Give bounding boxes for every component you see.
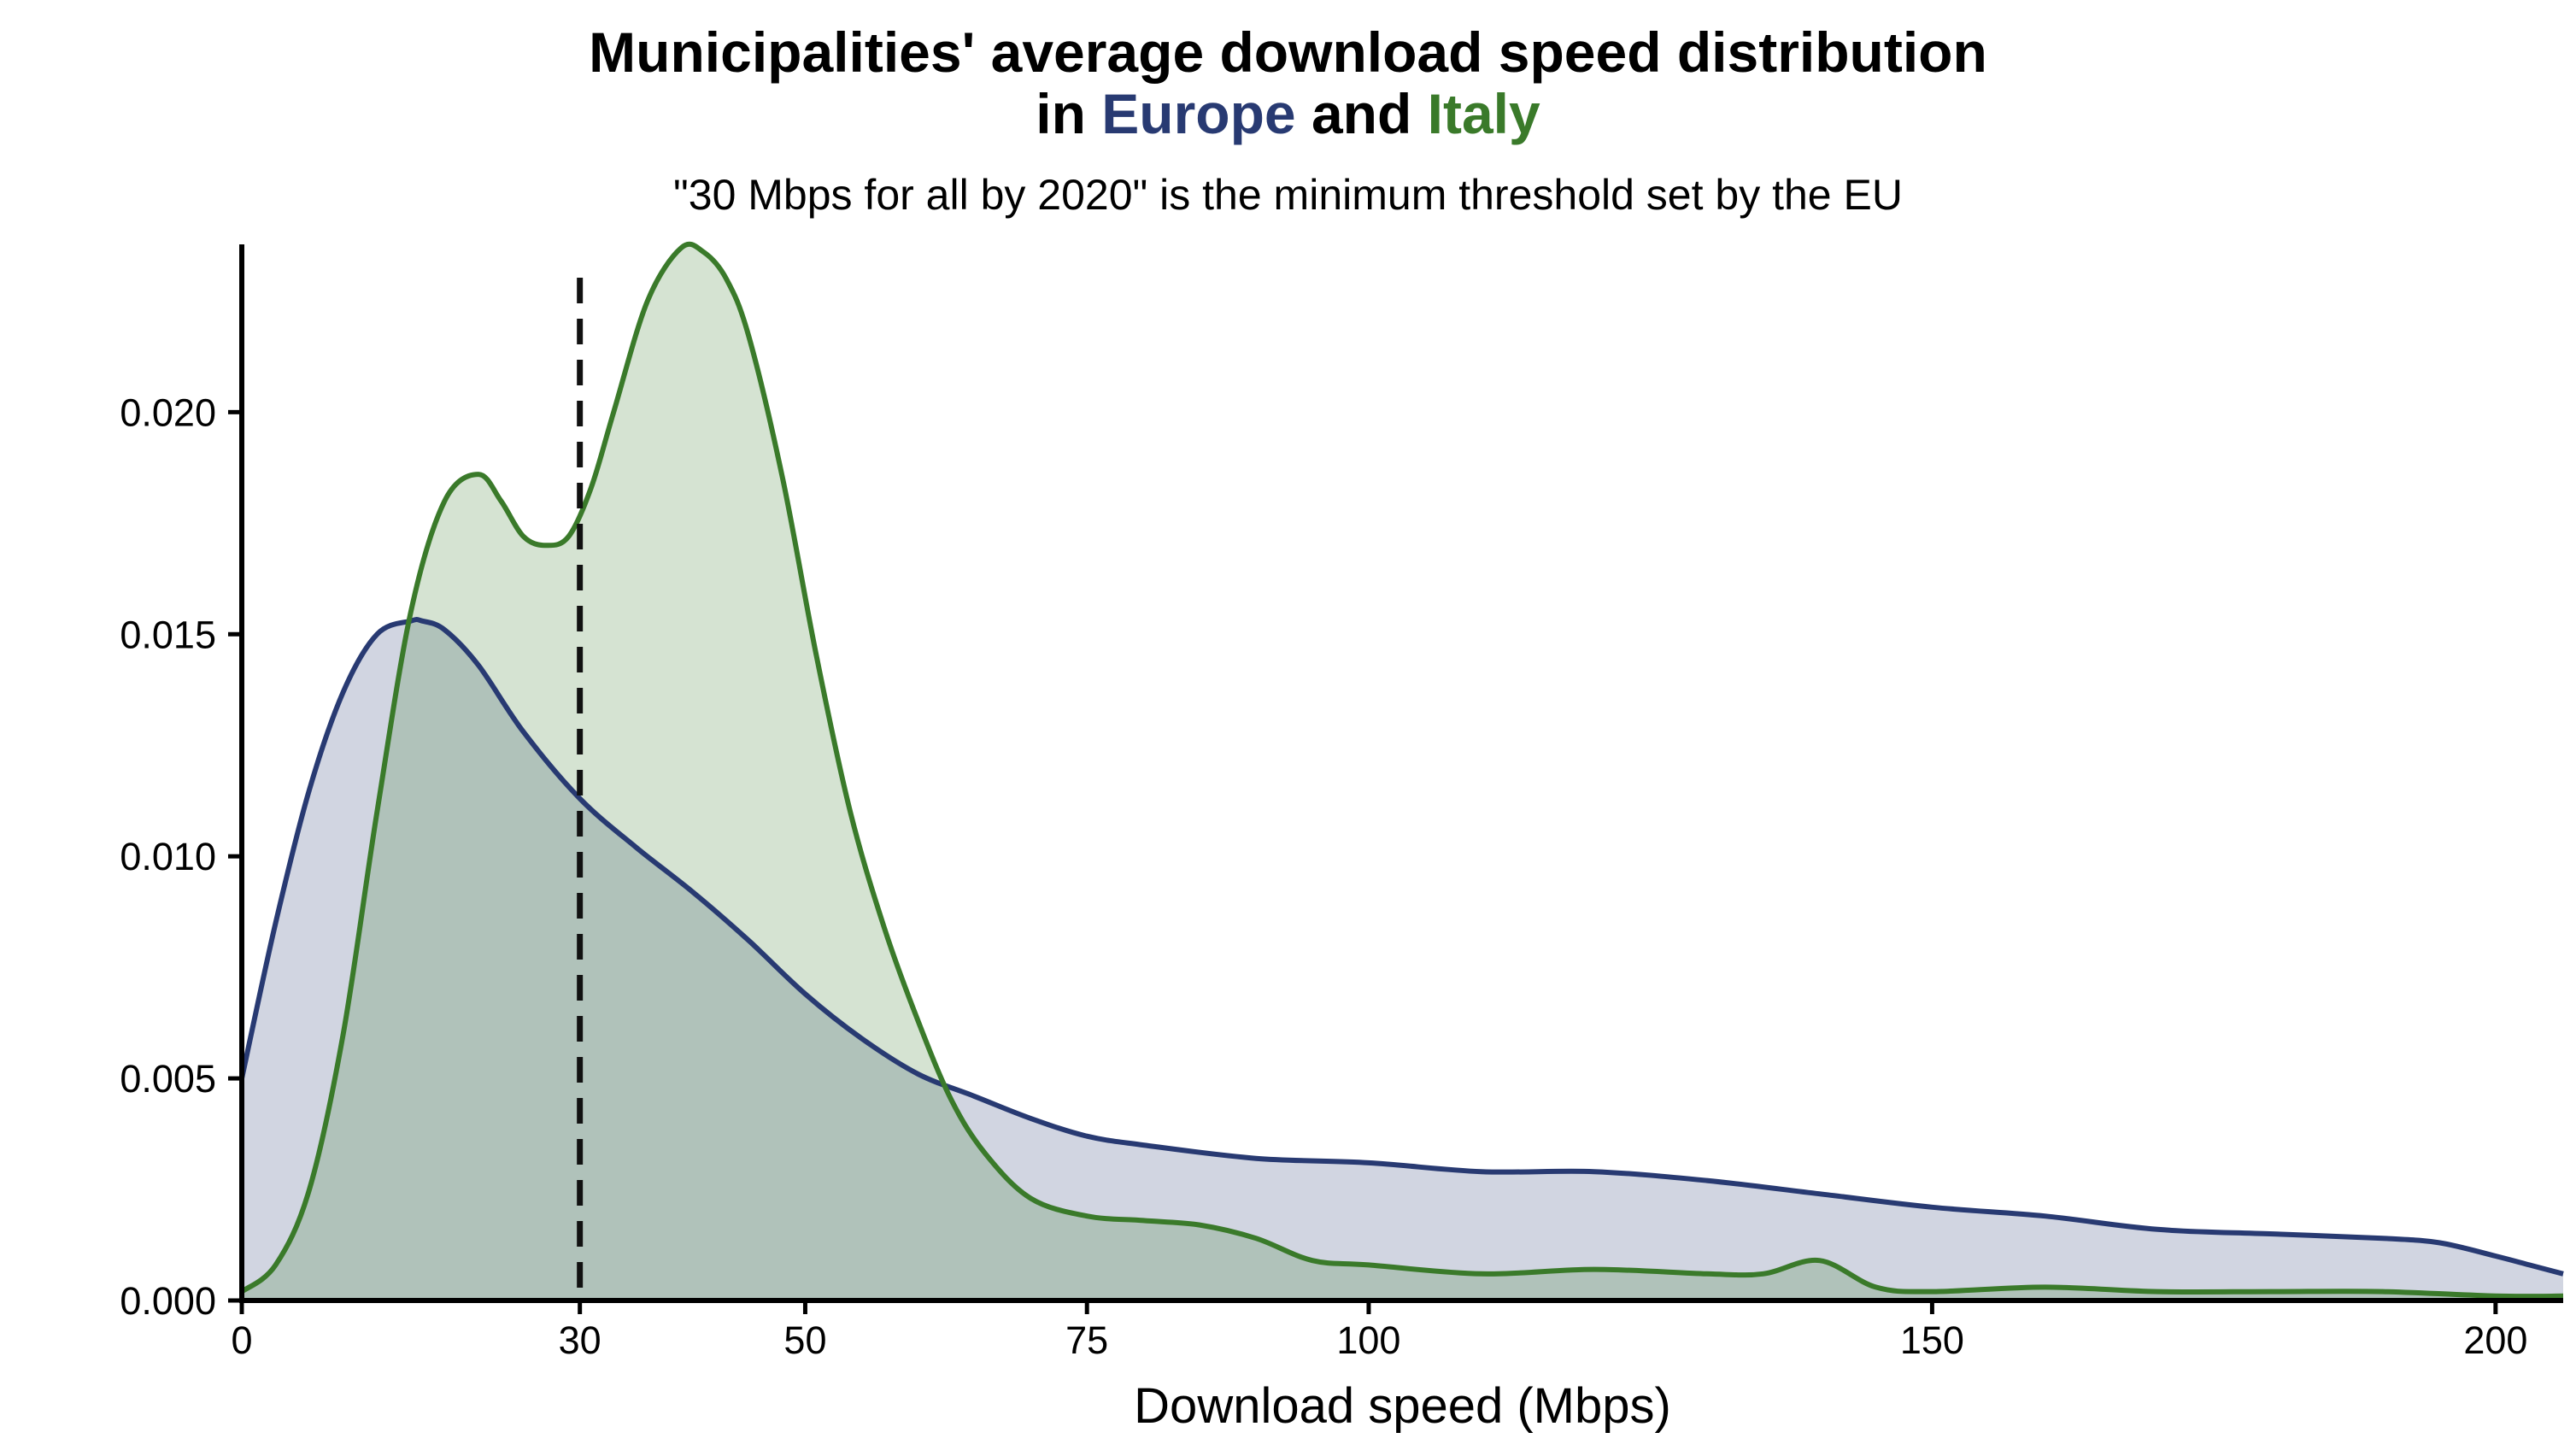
- x-axis-title: Download speed (Mbps): [1134, 1378, 1671, 1434]
- x-tick-label: 30: [559, 1318, 601, 1362]
- area-europe: [242, 619, 2563, 1300]
- chart-title-line2: in Europe and Italy: [0, 85, 2576, 142]
- y-tick-label: 0.015: [120, 613, 216, 656]
- area-italy: [242, 244, 2563, 1300]
- area-layer: [242, 244, 2563, 1300]
- title-mid: and: [1295, 82, 1428, 145]
- x-tick-label: 50: [783, 1318, 826, 1362]
- line-italy: [240, 241, 2564, 1300]
- x-tick-label: 0: [231, 1318, 252, 1362]
- title-prefix: in: [1036, 82, 1102, 145]
- x-tick-label: 200: [2463, 1318, 2527, 1362]
- y-tick-label: 0.020: [120, 390, 216, 434]
- x-tick-label: 100: [1336, 1318, 1400, 1362]
- line-layer: [239, 241, 2564, 1300]
- chart-subtitle: "30 Mbps for all by 2020" is the minimum…: [673, 171, 1903, 219]
- y-tick-label: 0.005: [120, 1057, 216, 1101]
- axis-layer: 0.000 0.005 0.010 0.015 0.020 0 30 50 75 100 150 20…: [120, 244, 2563, 1362]
- x-tick-label: 75: [1065, 1318, 1108, 1362]
- y-tick-label: 0.010: [120, 835, 216, 878]
- title-series-italy: Italy: [1427, 82, 1540, 145]
- y-tick-label: 0.000: [120, 1279, 216, 1323]
- title-series-europe: Europe: [1101, 82, 1296, 145]
- chart-title-line1: Municipalities' average download speed d…: [589, 21, 1987, 84]
- x-tick-label: 150: [1900, 1318, 1964, 1362]
- line-europe: [239, 617, 2564, 1277]
